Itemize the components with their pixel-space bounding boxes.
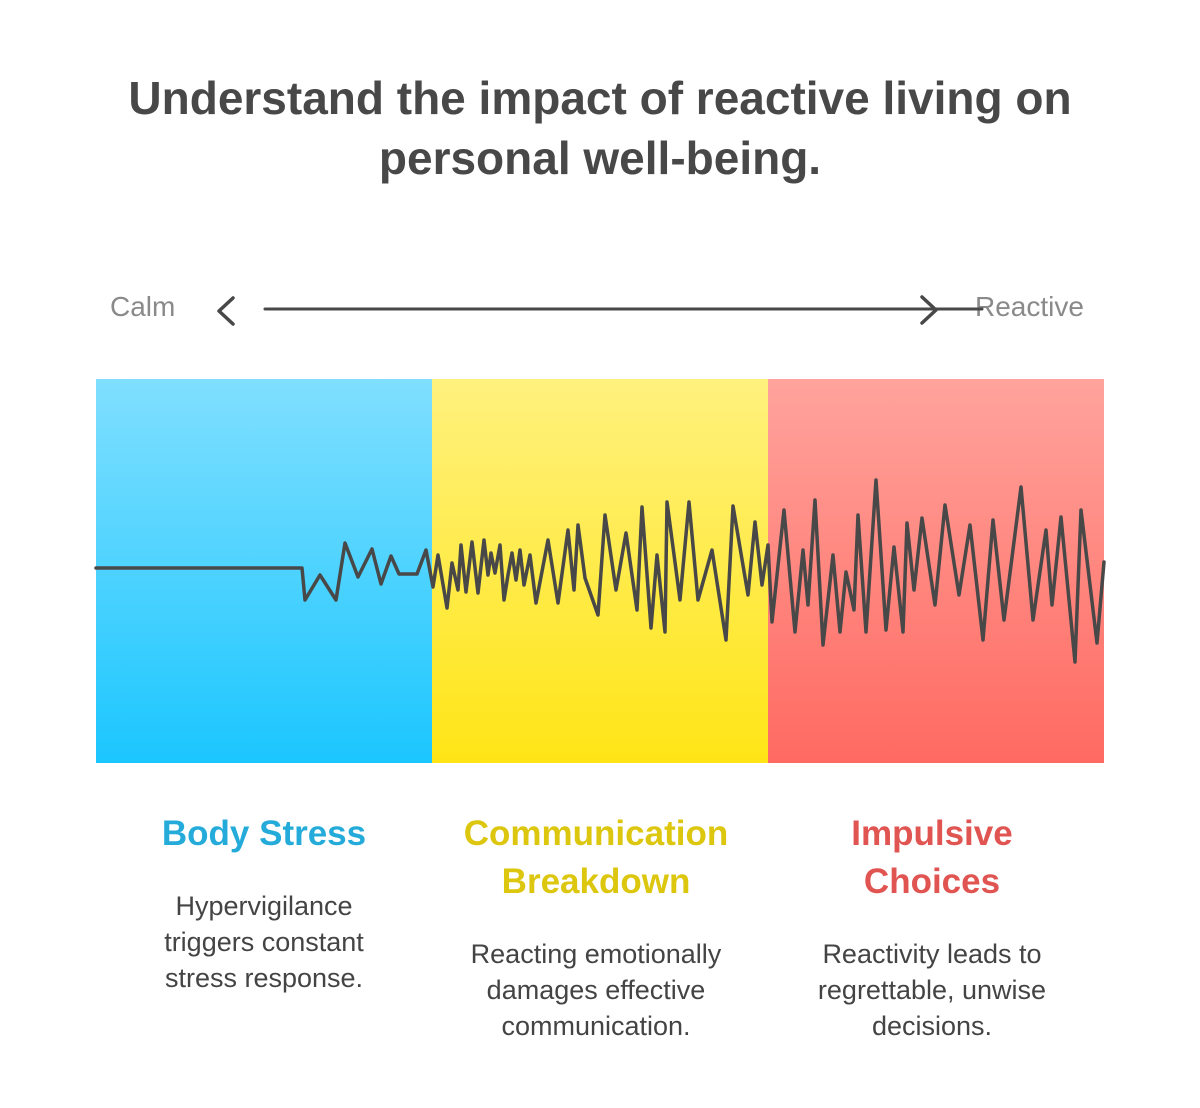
description-line: Hypervigilance: [96, 888, 432, 924]
description-line: Reacting emotionally: [428, 936, 764, 972]
description-line: triggers constant: [96, 924, 432, 960]
description-line: Reactivity leads to: [764, 936, 1100, 972]
impulsive-choices-section: Impulsive Choices Reactivity leads to re…: [764, 810, 1100, 1044]
heading-line: Communication: [428, 810, 764, 858]
communication-breakdown-heading: Communication Breakdown: [428, 810, 764, 906]
description-line: stress response.: [96, 960, 432, 996]
body-stress-description: Hypervigilance triggers constant stress …: [96, 888, 432, 996]
description-line: decisions.: [764, 1008, 1100, 1044]
impulsive-choices-description: Reactivity leads to regrettable, unwise …: [764, 936, 1100, 1044]
heading-line: Body Stress: [96, 810, 432, 858]
description-line: regrettable, unwise: [764, 972, 1100, 1008]
communication-breakdown-description: Reacting emotionally damages effective c…: [428, 936, 764, 1044]
body-stress-panel: [96, 379, 432, 763]
reactivity-panels: [0, 0, 1200, 780]
body-stress-heading: Body Stress: [96, 810, 432, 858]
heading-line: Choices: [764, 858, 1100, 906]
description-line: communication.: [428, 1008, 764, 1044]
heading-line: Impulsive: [764, 810, 1100, 858]
body-stress-section: Body Stress Hypervigilance triggers cons…: [96, 810, 432, 996]
impulsive-choices-heading: Impulsive Choices: [764, 810, 1100, 906]
heading-line: Breakdown: [428, 858, 764, 906]
communication-breakdown-section: Communication Breakdown Reacting emotion…: [428, 810, 764, 1044]
description-line: damages effective: [428, 972, 764, 1008]
